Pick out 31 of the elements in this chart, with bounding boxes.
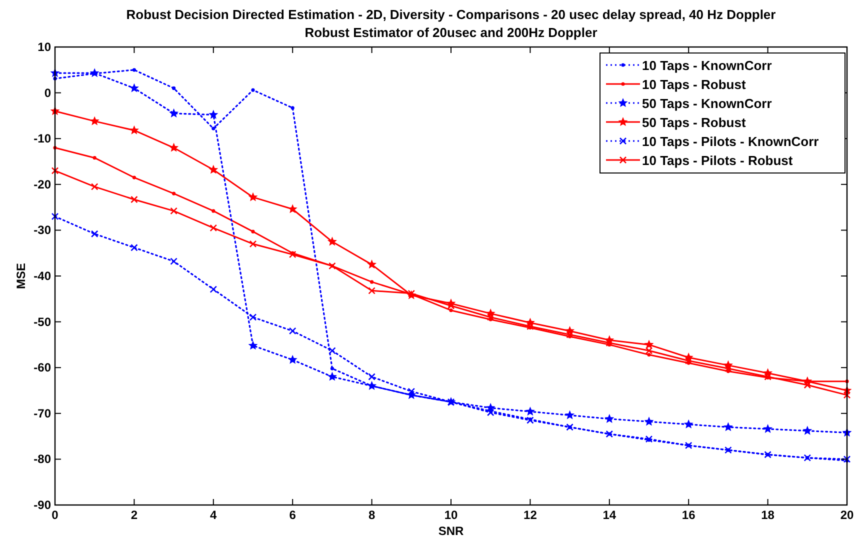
- x-tick-label: 8: [368, 508, 376, 522]
- y-tick-label: -10: [34, 132, 52, 146]
- y-tick-label: -80: [34, 452, 52, 466]
- y-tick-label: -60: [34, 360, 52, 375]
- legend-label: 50 Taps - Robust: [642, 115, 746, 130]
- legend-label: 10 Taps - Pilots - KnownCorr: [642, 134, 819, 149]
- legend-label: 10 Taps - KnownCorr: [642, 58, 772, 73]
- legend-label: 50 Taps - KnownCorr: [642, 96, 772, 111]
- y-tick-label: -50: [34, 314, 52, 329]
- chart-subtitle: Robust Estimator of 20usec and 200Hz Doppler: [304, 25, 598, 40]
- x-tick-label: 20: [840, 508, 854, 522]
- y-tick-label: -90: [34, 498, 52, 512]
- x-tick-label: 12: [524, 508, 538, 522]
- y-tick-label: -30: [34, 223, 52, 238]
- x-tick-label: 2: [130, 508, 138, 522]
- legend-label: 10 Taps - Robust: [642, 77, 746, 92]
- y-tick-label: -20: [34, 177, 52, 192]
- y-axis-title: MSE: [14, 262, 28, 290]
- y-tick-label: -70: [34, 406, 52, 420]
- x-tick-label: 4: [210, 508, 218, 522]
- x-tick-label: 6: [289, 508, 296, 522]
- x-tick-label: 14: [602, 508, 616, 522]
- x-axis-title: SNR: [438, 524, 464, 538]
- x-tick-label: 10: [444, 508, 458, 522]
- y-tick-label: 0: [44, 86, 52, 100]
- chart-title: Robust Decision Directed Estimation - 2D, Diversity - Comparisons - 20 usec delay spread, 40 Hz Doppler: [126, 7, 776, 22]
- legend-label: 10 Taps - Pilots - Robust: [642, 153, 794, 168]
- y-tick-label: 10: [38, 40, 52, 54]
- x-tick-label: 18: [761, 508, 775, 522]
- x-tick-label: 16: [682, 508, 696, 522]
- y-tick-label: -40: [34, 269, 52, 283]
